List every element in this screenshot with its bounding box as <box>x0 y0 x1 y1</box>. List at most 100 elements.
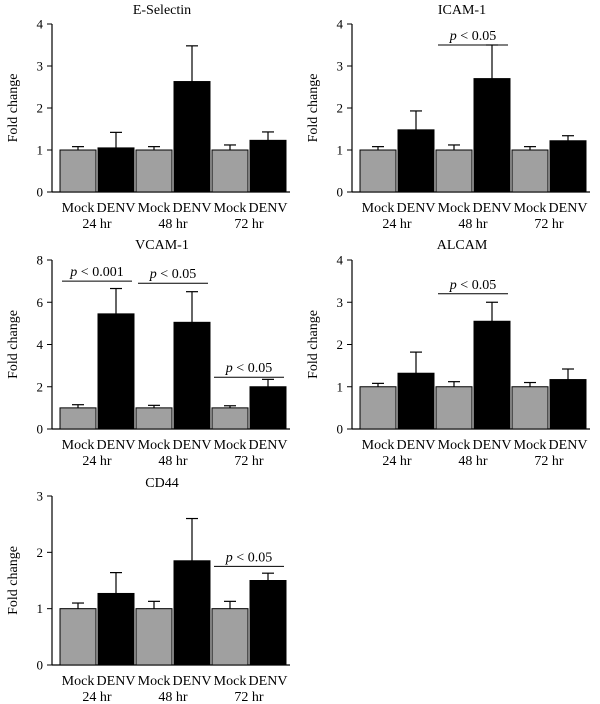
x-category-label: DENV <box>173 201 212 216</box>
y-tick-label: 2 <box>337 337 344 352</box>
x-time-label: 72 hr <box>234 690 264 704</box>
bar-denv <box>173 81 211 193</box>
x-time-label: 72 hr <box>534 454 564 469</box>
y-axis-label: Fold change <box>6 74 21 143</box>
x-category-label: Mock <box>138 674 171 689</box>
bar-mock <box>435 149 473 193</box>
x-time-label: 48 hr <box>158 454 188 469</box>
bar-mock <box>211 608 249 666</box>
significance-label: p < 0.05 <box>225 550 272 565</box>
x-category-label: DENV <box>249 201 288 216</box>
bar-mock <box>59 608 97 666</box>
bar-mock <box>211 407 249 430</box>
y-tick-label: 3 <box>337 59 344 74</box>
significance-label: p < 0.05 <box>149 267 196 282</box>
bar-mock <box>511 386 549 430</box>
x-category-label: DENV <box>473 201 512 216</box>
bar-denv <box>473 78 511 193</box>
x-category-label: DENV <box>249 674 288 689</box>
y-tick-label: 4 <box>37 17 44 32</box>
x-category-label: DENV <box>549 438 588 453</box>
x-category-label: Mock <box>62 201 95 216</box>
bar-mock <box>511 149 549 193</box>
y-tick-label: 3 <box>337 295 344 310</box>
bar-denv <box>97 147 135 193</box>
chart-title: VCAM-1 <box>135 238 189 253</box>
x-category-label: Mock <box>214 438 247 453</box>
significance-label: p < 0.05 <box>449 29 496 44</box>
bar-mock <box>135 407 173 430</box>
x-category-label: Mock <box>514 201 547 216</box>
y-tick-label: 0 <box>37 422 44 437</box>
bar-mock <box>135 608 173 666</box>
y-tick-label: 2 <box>37 379 44 394</box>
y-tick-label: 0 <box>37 658 44 673</box>
x-category-label: Mock <box>138 201 171 216</box>
y-tick-label: 1 <box>37 601 44 616</box>
x-time-label: 24 hr <box>82 217 112 232</box>
x-category-label: Mock <box>362 438 395 453</box>
x-category-label: DENV <box>97 438 136 453</box>
bar-denv <box>249 139 287 193</box>
chart-title: CD44 <box>145 476 178 491</box>
x-time-label: 24 hr <box>82 690 112 704</box>
x-category-label: Mock <box>438 438 471 453</box>
bar-denv <box>397 372 435 430</box>
bar-mock <box>59 149 97 193</box>
bar-denv <box>397 129 435 193</box>
bar-denv <box>97 313 135 430</box>
y-axis-label: Fold change <box>6 546 21 615</box>
x-time-label: 24 hr <box>382 217 412 232</box>
x-time-label: 72 hr <box>234 454 264 469</box>
y-tick-label: 3 <box>37 489 44 504</box>
bar-denv <box>173 560 211 666</box>
x-time-label: 24 hr <box>382 454 412 469</box>
significance-label: p < 0.05 <box>225 361 272 376</box>
bar-denv <box>97 592 135 666</box>
y-tick-label: 8 <box>37 253 44 268</box>
y-tick-label: 3 <box>37 59 44 74</box>
bar-denv <box>549 140 587 193</box>
bar-mock <box>211 149 249 193</box>
bar-denv <box>173 321 211 430</box>
significance-label: p < 0.001 <box>69 265 123 280</box>
y-tick-label: 6 <box>37 295 44 310</box>
x-time-label: 48 hr <box>158 690 188 704</box>
x-time-label: 48 hr <box>158 217 188 232</box>
x-time-label: 24 hr <box>82 454 112 469</box>
y-tick-label: 0 <box>337 185 344 200</box>
bar-mock <box>135 149 173 193</box>
x-category-label: DENV <box>397 201 436 216</box>
bar-denv <box>249 580 287 666</box>
bar-denv <box>249 386 287 430</box>
chart-title: E-Selectin <box>133 3 191 18</box>
significance-label: p < 0.05 <box>449 278 496 293</box>
y-tick-label: 2 <box>337 101 344 116</box>
y-tick-label: 1 <box>337 143 344 158</box>
x-category-label: DENV <box>173 674 212 689</box>
x-category-label: DENV <box>249 438 288 453</box>
x-category-label: Mock <box>214 674 247 689</box>
bar-denv <box>473 320 511 430</box>
y-tick-label: 1 <box>337 379 344 394</box>
x-time-label: 48 hr <box>458 217 488 232</box>
y-axis-label: Fold change <box>306 310 321 379</box>
y-axis-label: Fold change <box>6 310 21 379</box>
y-tick-label: 0 <box>37 185 44 200</box>
x-category-label: Mock <box>62 438 95 453</box>
bar-mock <box>359 149 397 193</box>
y-tick-label: 4 <box>337 17 344 32</box>
x-category-label: DENV <box>397 438 436 453</box>
x-category-label: Mock <box>62 674 95 689</box>
chart-title: ICAM-1 <box>438 3 486 18</box>
x-category-label: DENV <box>549 201 588 216</box>
x-category-label: DENV <box>97 674 136 689</box>
bar-mock <box>435 386 473 430</box>
x-time-label: 48 hr <box>458 454 488 469</box>
x-time-label: 72 hr <box>234 217 264 232</box>
chart-title: ALCAM <box>437 238 488 253</box>
y-axis-label: Fold change <box>306 74 321 143</box>
